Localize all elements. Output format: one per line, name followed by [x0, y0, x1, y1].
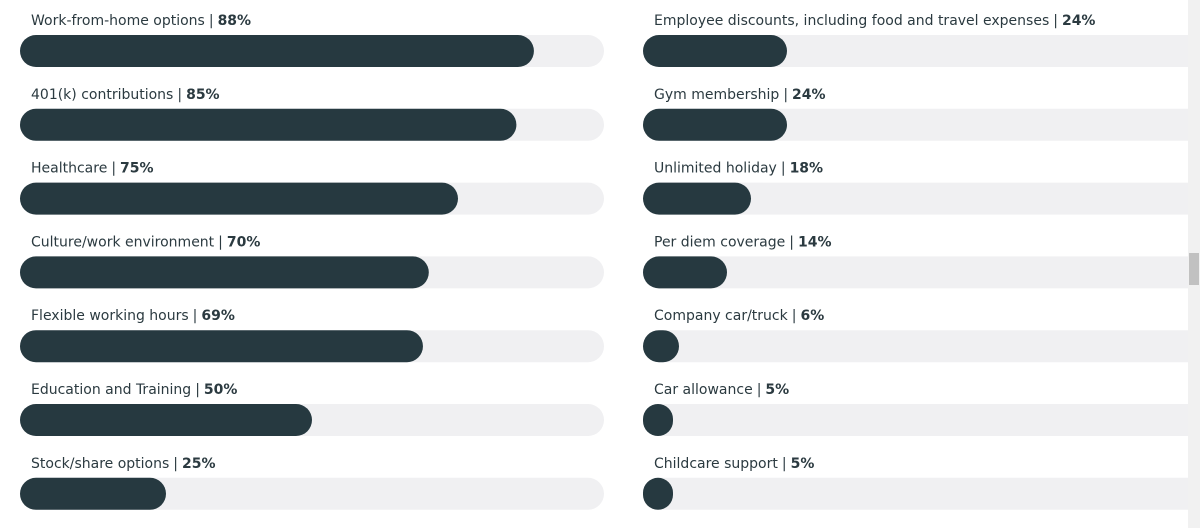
category: Healthcare: [31, 161, 107, 177]
bar: [643, 330, 679, 363]
value-label: 5%: [791, 456, 815, 472]
category: Employee discounts, including food and t…: [654, 13, 1049, 29]
bar: [20, 256, 429, 289]
bar: [643, 35, 787, 67]
bar-label: Gym membership | 24%: [654, 87, 826, 103]
value-label: 85%: [186, 87, 220, 103]
scrollbar-thumb[interactable]: [1189, 253, 1199, 285]
category: Work-from-home options: [31, 13, 205, 29]
bar-label: Work-from-home options | 88%: [31, 13, 251, 29]
value-label: 25%: [182, 456, 216, 472]
bar: [20, 477, 166, 510]
value-label: 24%: [1062, 13, 1096, 29]
value-label: 6%: [800, 308, 824, 324]
bar: [20, 404, 312, 436]
separator: |: [218, 234, 223, 250]
category: Unlimited holiday: [654, 161, 777, 177]
bar-label: Culture/work environment | 70%: [31, 234, 260, 250]
bar: [20, 108, 517, 141]
category: Stock/share options: [31, 456, 169, 472]
bar-label: Unlimited holiday | 18%: [654, 161, 823, 177]
separator: |: [789, 234, 794, 250]
separator: |: [195, 382, 200, 398]
bar-label: Company car/truck | 6%: [654, 308, 824, 324]
scrollbar[interactable]: [1188, 0, 1200, 528]
bar-track: [20, 477, 604, 510]
separator: |: [783, 87, 788, 103]
bar-label: 401(k) contributions | 85%: [31, 87, 220, 103]
value-label: 24%: [792, 87, 826, 103]
value-label: 5%: [765, 382, 789, 398]
separator: |: [782, 456, 787, 472]
bar-label: Flexible working hours | 69%: [31, 308, 235, 324]
value-label: 14%: [798, 234, 832, 250]
bar-label: Education and Training | 50%: [31, 382, 237, 398]
value-label: 18%: [790, 161, 824, 177]
category: Childcare support: [654, 456, 778, 472]
separator: |: [757, 382, 762, 398]
bar: [643, 108, 787, 141]
value-label: 75%: [120, 161, 154, 177]
category: Per diem coverage: [654, 234, 785, 250]
value-label: 70%: [227, 234, 261, 250]
bar: [643, 182, 751, 215]
category: Education and Training: [31, 382, 191, 398]
category: Car allowance: [654, 382, 753, 398]
category: Flexible working hours: [31, 308, 189, 324]
bar-label: Stock/share options | 25%: [31, 456, 216, 472]
separator: |: [173, 456, 178, 472]
bar-label: Healthcare | 75%: [31, 161, 154, 177]
bar: [20, 182, 458, 215]
bar: [643, 477, 673, 510]
separator: |: [193, 308, 198, 324]
bar: [643, 404, 673, 436]
category: Culture/work environment: [31, 234, 215, 250]
bar-track: [643, 256, 1188, 289]
category: Company car/truck: [654, 308, 789, 324]
separator: |: [792, 308, 797, 324]
bar-track: [643, 182, 1188, 215]
bar-label: Per diem coverage | 14%: [654, 234, 831, 250]
bar-track: [643, 404, 1188, 436]
category: 401(k) contributions: [31, 87, 173, 103]
value-label: 50%: [204, 382, 238, 398]
separator: |: [177, 87, 182, 103]
bar: [20, 330, 423, 363]
separator: |: [781, 161, 786, 177]
separator: |: [111, 161, 116, 177]
separator: |: [209, 13, 214, 29]
bar-label: Employee discounts, including food and t…: [654, 13, 1095, 29]
value-label: 69%: [201, 308, 235, 324]
bar: [643, 256, 727, 289]
bar-track: [643, 330, 1188, 363]
separator: |: [1053, 13, 1058, 29]
category: Gym membership: [654, 87, 779, 103]
bar: [20, 35, 534, 67]
value-label: 88%: [218, 13, 252, 29]
bar-track: [643, 477, 1188, 510]
bar-label: Car allowance | 5%: [654, 382, 789, 398]
bar-label: Childcare support | 5%: [654, 456, 814, 472]
